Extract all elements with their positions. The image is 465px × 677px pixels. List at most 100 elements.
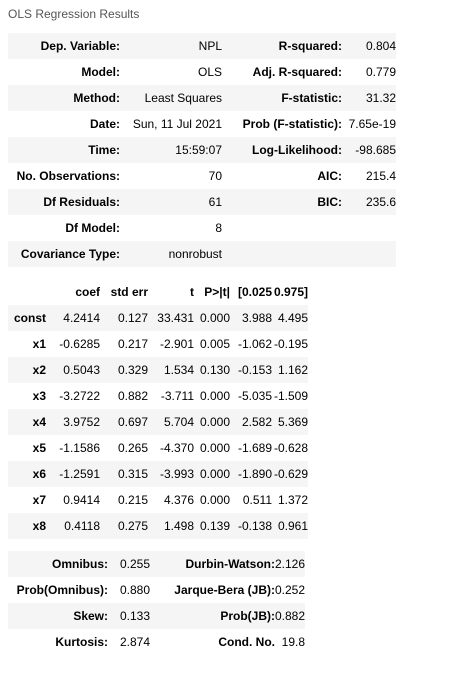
coefficient-cell: 0.265 <box>117 441 148 455</box>
coefficient-cell: -0.153 <box>237 363 272 377</box>
summary-label: Date: <box>89 117 120 131</box>
coefficients-header: coef std err t P>|t| [0.025 0.975] <box>8 279 308 305</box>
diagnostic-value: 0.252 <box>275 583 306 597</box>
summary-label <box>222 241 342 267</box>
coefficient-cell: -3.2722 <box>59 389 100 403</box>
coefficient-cell: 4.2414 <box>63 311 100 325</box>
summary-label: No. Observations: <box>16 169 120 183</box>
coefficient-row: x4 3.9752 0.697 5.704 0.000 2.582 5.369 <box>8 409 308 435</box>
diagnostic-label: Cond. No. <box>218 635 275 649</box>
summary-row: Method: Least Squares F-statistic: 31.32 <box>8 85 396 111</box>
summary-row: Df Model: 8 <box>8 215 396 241</box>
column-header: coef <box>75 285 100 299</box>
diagnostics-row: Omnibus: 0.255 Durbin-Watson: 2.126 <box>8 551 306 577</box>
coefficients-body: const 4.2414 0.127 33.431 0.000 3.988 4.495 x1-… <box>8 305 308 539</box>
coefficient-cell: -1.062 <box>237 337 272 351</box>
coefficient-cell: 1.372 <box>277 493 308 507</box>
summary-value: Least Squares <box>144 91 222 105</box>
summary-value: OLS <box>197 65 222 79</box>
summary-value <box>342 241 396 267</box>
coefficient-cell: 2.582 <box>241 415 272 429</box>
coefficient-cell: 0.697 <box>117 415 148 429</box>
summary-value: -98.685 <box>355 143 396 157</box>
summary-row: No. Observations: 70 AIC: 215.4 <box>8 163 396 189</box>
variable-name: x7 <box>32 493 46 507</box>
summary-label: Df Model: <box>65 221 120 235</box>
summary-label: F-statistic: <box>281 91 342 105</box>
coefficient-cell: -3.993 <box>159 467 194 481</box>
coefficient-cell: 4.376 <box>163 493 194 507</box>
coefficient-cell: -4.370 <box>159 441 194 455</box>
coefficient-cell: -0.6285 <box>59 337 100 351</box>
coefficient-cell: -0.628 <box>273 441 308 455</box>
summary-value: 31.32 <box>365 91 396 105</box>
coefficient-cell: -3.711 <box>160 389 194 403</box>
coefficient-cell: 0.4118 <box>64 519 100 533</box>
coefficient-cell: 0.127 <box>117 311 148 325</box>
coefficient-cell: 1.498 <box>163 519 194 533</box>
diagnostic-value: 0.880 <box>119 583 150 597</box>
summary-row: Time: 15:59:07 Log-Likelihood: -98.685 <box>8 137 396 163</box>
coefficient-row: const 4.2414 0.127 33.431 0.000 3.988 4.495 <box>8 305 308 331</box>
coefficient-cell: -1.890 <box>237 467 272 481</box>
coefficient-cell: -1.2591 <box>59 467 100 481</box>
summary-value: 0.779 <box>365 65 396 79</box>
coefficient-cell: -2.901 <box>159 337 194 351</box>
coefficient-cell: 0.000 <box>199 415 230 429</box>
coefficient-cell: 0.130 <box>199 363 230 377</box>
coefficient-cell: 3.988 <box>241 311 272 325</box>
coefficient-cell: -0.629 <box>273 467 308 481</box>
summary-label: AIC: <box>317 169 342 183</box>
summary-value: NPL <box>198 39 222 53</box>
variable-name: x5 <box>32 441 46 455</box>
coefficient-cell: 0.329 <box>117 363 148 377</box>
coefficient-row: x2 0.5043 0.329 1.534 0.130 -0.153 1.162 <box>8 357 308 383</box>
coefficient-cell: 33.431 <box>157 311 194 325</box>
coefficient-cell: 0.315 <box>117 467 148 481</box>
model-summary-body: Dep. Variable: NPL R-squared: 0.804 Model: OL… <box>8 33 396 267</box>
summary-label: R-squared: <box>278 39 342 53</box>
summary-label: Time: <box>88 143 120 157</box>
coefficient-cell: -1.1586 <box>59 441 100 455</box>
coefficient-cell: 4.495 <box>277 311 308 325</box>
summary-value: 61 <box>208 195 222 209</box>
results-caption: OLS Regression Results <box>8 7 140 21</box>
summary-label: Adj. R-squared: <box>252 65 342 79</box>
column-header: 0.975] <box>273 285 308 299</box>
coefficient-cell: -0.195 <box>273 337 308 351</box>
coefficient-cell: -5.035 <box>237 389 272 403</box>
column-header <box>8 279 46 305</box>
coefficient-cell: 1.534 <box>163 363 194 377</box>
coefficient-cell: 0.005 <box>199 337 230 351</box>
summary-label: Df Residuals: <box>43 195 120 209</box>
summary-value: 215.4 <box>365 169 396 183</box>
coefficient-cell: 5.369 <box>277 415 308 429</box>
variable-name: x1 <box>32 337 46 351</box>
coefficients-header-row: coef std err t P>|t| [0.025 0.975] <box>8 279 308 305</box>
diagnostic-value: 0.255 <box>119 557 150 571</box>
summary-value: Sun, 11 Jul 2021 <box>132 117 222 131</box>
diagnostics-row: Kurtosis: 2.874 Cond. No. 19.8 <box>8 629 305 655</box>
coefficient-cell: 0.139 <box>199 519 230 533</box>
variable-name: x4 <box>32 415 46 429</box>
coefficient-row: x6 -1.2591 0.315 -3.993 0.000 -1.890 -0.629 <box>8 461 308 487</box>
summary-label: Covariance Type: <box>20 247 120 261</box>
diagnostic-label: Omnibus: <box>52 557 108 571</box>
coefficient-cell: 0.000 <box>199 493 230 507</box>
summary-value <box>342 215 396 241</box>
coefficient-cell: 5.704 <box>163 415 194 429</box>
diagnostic-value: 0.882 <box>275 609 306 623</box>
coefficient-row: x7 0.9414 0.215 4.376 0.000 0.511 1.372 <box>8 487 308 513</box>
coefficient-cell: 0.511 <box>242 493 272 507</box>
column-header: [0.025 <box>237 285 272 299</box>
diagnostic-label: Prob(JB): <box>220 609 275 623</box>
summary-value: 7.65e-19 <box>348 117 396 131</box>
summary-value: nonrobust <box>168 247 222 261</box>
coefficient-cell: 0.215 <box>117 493 148 507</box>
summary-label: Dep. Variable: <box>40 39 120 53</box>
diagnostic-label: Jarque-Bera (JB): <box>174 583 275 597</box>
diagnostic-value: 19.8 <box>281 635 306 649</box>
coefficient-cell: 0.000 <box>199 441 230 455</box>
summary-label: Log-Likelihood: <box>252 143 342 157</box>
coefficient-row: x5 -1.1586 0.265 -4.370 0.000 -1.689 -0.628 <box>8 435 308 461</box>
